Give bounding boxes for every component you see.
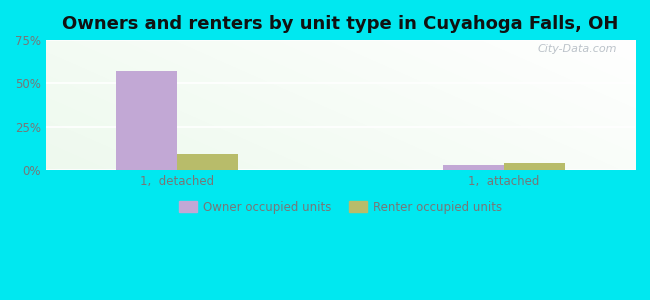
Title: Owners and renters by unit type in Cuyahoga Falls, OH: Owners and renters by unit type in Cuyah… [62, 15, 619, 33]
Text: City-Data.com: City-Data.com [538, 44, 618, 54]
Bar [177, 154, 238, 170]
Bar [116, 71, 177, 170]
Bar [443, 165, 504, 170]
Legend: Owner occupied units, Renter occupied units: Owner occupied units, Renter occupied un… [174, 196, 506, 218]
Bar [504, 163, 566, 170]
